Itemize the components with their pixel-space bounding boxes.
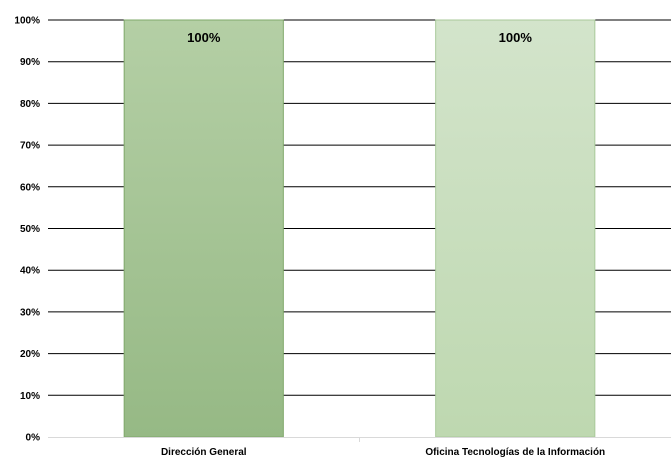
bars — [123, 19, 596, 438]
x-axis: Dirección General Oficina Tecnologías de … — [48, 437, 671, 458]
data-labels: 100% 100% — [187, 30, 532, 45]
x-category-label: Dirección General — [161, 447, 247, 458]
y-axis: 0% 10% 20% 30% 40% 50% 60% 70% 80% 90% 100% — [14, 16, 40, 444]
y-tick-label: 20% — [20, 349, 40, 360]
y-tick-label: 0% — [26, 433, 41, 444]
y-tick-label: 70% — [20, 141, 40, 152]
data-label: 100% — [499, 30, 533, 45]
y-tick-label: 30% — [20, 307, 40, 318]
x-category-label: Oficina Tecnologías de la Información — [425, 447, 605, 458]
y-tick-label: 80% — [20, 99, 40, 110]
bar-1 — [123, 19, 284, 438]
y-tick-label: 10% — [20, 391, 40, 402]
data-label: 100% — [187, 30, 221, 45]
bar-2 — [435, 19, 596, 438]
y-tick-label: 100% — [14, 16, 40, 27]
y-tick-label: 40% — [20, 266, 40, 277]
y-tick-label: 50% — [20, 224, 40, 235]
y-tick-label: 60% — [20, 182, 40, 193]
y-tick-label: 90% — [20, 57, 40, 68]
